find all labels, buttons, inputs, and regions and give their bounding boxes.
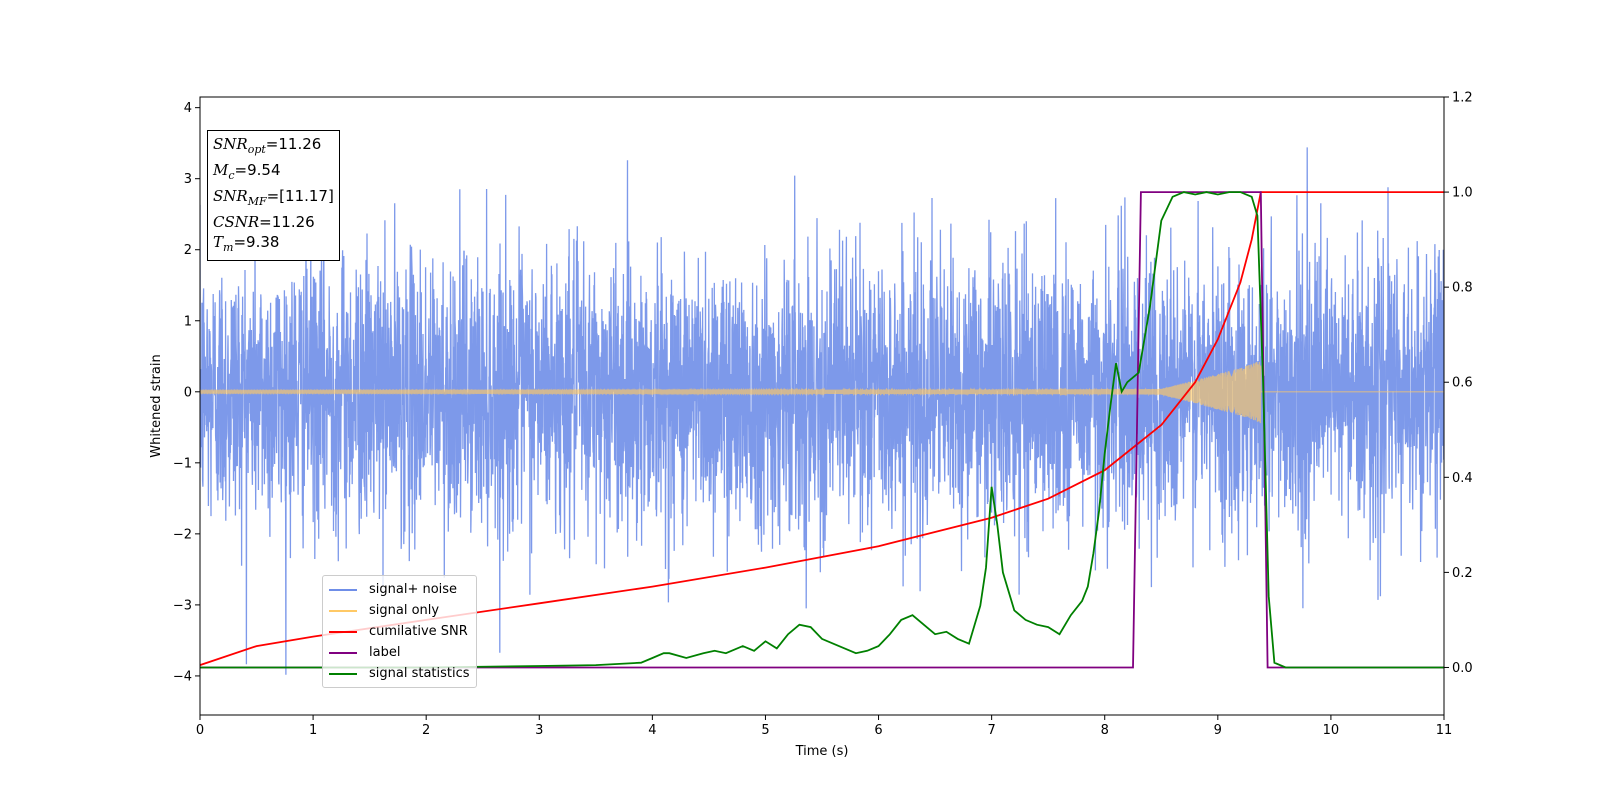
x-tick-label: 10	[1323, 723, 1340, 738]
y-tick-label: −4	[173, 669, 192, 684]
legend-item-cumulative-snr: cumilative SNR	[329, 621, 470, 642]
y-tick-label: 4	[184, 101, 192, 116]
tm-value: =9.38	[233, 233, 280, 251]
legend-swatch	[329, 651, 357, 654]
legend-label: signal only	[369, 603, 440, 618]
snr-opt-line: SNRopt=11.26	[213, 134, 334, 160]
y-axis-right: 0.0 0.2 0.4 0.6 0.8 1.0 1.2	[1444, 91, 1473, 676]
axes-frame	[199, 96, 1445, 716]
legend-swatch	[329, 588, 357, 591]
legend-item-signal-statistics: signal statistics	[329, 663, 470, 684]
legend-label: cumilative SNR	[369, 624, 468, 639]
x-axis: 0 1 2 3 4 5 6 7 8 9 10 11	[196, 715, 1452, 738]
legend-item-label: label	[329, 642, 470, 663]
tm-label: T	[213, 233, 224, 251]
y-tick-label: 2	[184, 243, 192, 258]
csnr-label: CSNR	[213, 213, 260, 231]
legend-item-signal-noise: signal+ noise	[329, 579, 470, 600]
mc-sub: c	[228, 169, 235, 182]
legend-swatch	[329, 609, 357, 612]
x-tick-label: 0	[196, 723, 204, 738]
snr-opt-sub: opt	[247, 143, 266, 156]
snr-mf-value: =[11.17]	[266, 187, 334, 205]
tm-line: Tm=9.38	[213, 232, 334, 258]
x-tick-label: 6	[874, 723, 882, 738]
y2-tick-label: 0.0	[1452, 661, 1473, 676]
snr-mf-label: SNR	[213, 187, 248, 205]
legend-label: label	[369, 645, 401, 660]
y2-tick-label: 0.2	[1452, 566, 1473, 581]
mc-line: Mc=9.54	[213, 160, 334, 186]
x-tick-label: 2	[422, 723, 430, 738]
tm-sub: m	[223, 241, 234, 254]
x-tick-label: 7	[987, 723, 995, 738]
y2-tick-label: 1.0	[1452, 186, 1473, 201]
csnr-line: CSNR=11.26	[213, 212, 334, 232]
x-tick-label: 9	[1214, 723, 1222, 738]
snr-opt-value: =11.26	[265, 135, 322, 153]
mc-value: =9.54	[234, 161, 281, 179]
legend: signal+ noise signal only cumilative SNR…	[322, 575, 477, 688]
x-tick-label: 8	[1101, 723, 1109, 738]
legend-label: signal statistics	[369, 666, 470, 681]
csnr-value: =11.26	[259, 213, 315, 231]
snr-mf-line: SNRMF=[11.17]	[213, 186, 334, 212]
y2-tick-label: 1.2	[1452, 91, 1473, 106]
series-signal-statistics	[200, 191, 1444, 669]
legend-label: signal+ noise	[369, 582, 458, 597]
y2-tick-label: 0.4	[1452, 471, 1473, 486]
x-axis-label: Time (s)	[795, 744, 849, 759]
info-box: SNRopt=11.26 Mc=9.54 SNRMF=[11.17] CSNR=…	[207, 130, 340, 261]
snr-mf-sub: MF	[247, 195, 267, 208]
legend-item-signal-only: signal only	[329, 600, 470, 621]
y-tick-label: −3	[173, 598, 192, 613]
y-tick-label: 3	[184, 172, 192, 187]
y-tick-label: −2	[173, 527, 192, 542]
x-tick-label: 3	[535, 723, 543, 738]
x-tick-label: 4	[648, 723, 656, 738]
legend-swatch	[329, 630, 357, 633]
series-signal-noise	[200, 147, 1444, 675]
y2-tick-label: 0.8	[1452, 281, 1473, 296]
mc-label: M	[213, 161, 229, 179]
snr-opt-label: SNR	[213, 135, 248, 153]
y-tick-label: 1	[184, 314, 192, 329]
x-tick-label: 1	[309, 723, 317, 738]
y-axis-label: Whitened strain	[149, 354, 164, 457]
legend-swatch	[329, 672, 357, 675]
x-tick-label: 11	[1436, 723, 1453, 738]
y2-tick-label: 0.6	[1452, 376, 1473, 391]
y-axis-left: −4 −3 −2 −1 0 1 2 3 4	[173, 101, 200, 684]
x-tick-label: 5	[761, 723, 769, 738]
series-signal-only	[200, 361, 1444, 424]
y-tick-label: −1	[173, 456, 192, 471]
y-tick-label: 0	[184, 385, 192, 400]
